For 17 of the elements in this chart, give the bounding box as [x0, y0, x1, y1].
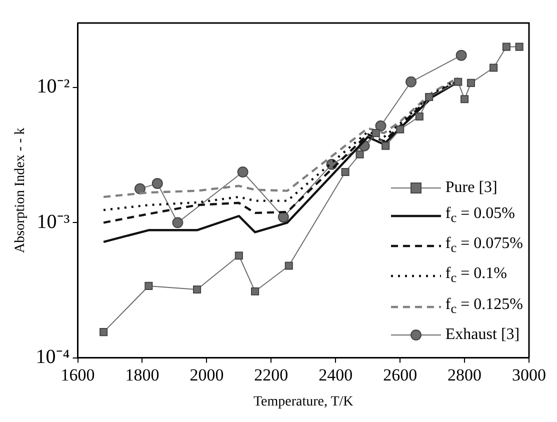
- y-axis-title: Absorption Index - - k: [13, 128, 28, 253]
- x-tick-label: 2200: [254, 365, 288, 384]
- x-tick-label: 2800: [448, 365, 482, 384]
- legend-label: Exhaust [3]: [445, 324, 520, 345]
- legend-label: f$_{c}$ = 0.05%: [445, 204, 515, 228]
- legend-label: Pure [3]: [445, 178, 498, 198]
- x-tick-label: 1800: [125, 365, 160, 384]
- legend-label: f$_{c}$ = 0.1%: [445, 264, 507, 288]
- x-tick-label: 2600: [383, 365, 418, 384]
- legend-label: f$_{c}$ = 0.125%: [445, 294, 523, 318]
- legend-label: f$_{c}$ = 0.075%: [445, 234, 523, 258]
- y-tick-label: 10⁻³: [36, 210, 70, 233]
- x-tick-label: 3000: [512, 365, 546, 384]
- x-axis-title: Temperature, T/K: [253, 394, 354, 410]
- x-tick-label: 2400: [318, 365, 353, 384]
- y-tick-label: 10⁻²: [36, 76, 70, 98]
- x-tick-label: 2000: [190, 365, 224, 384]
